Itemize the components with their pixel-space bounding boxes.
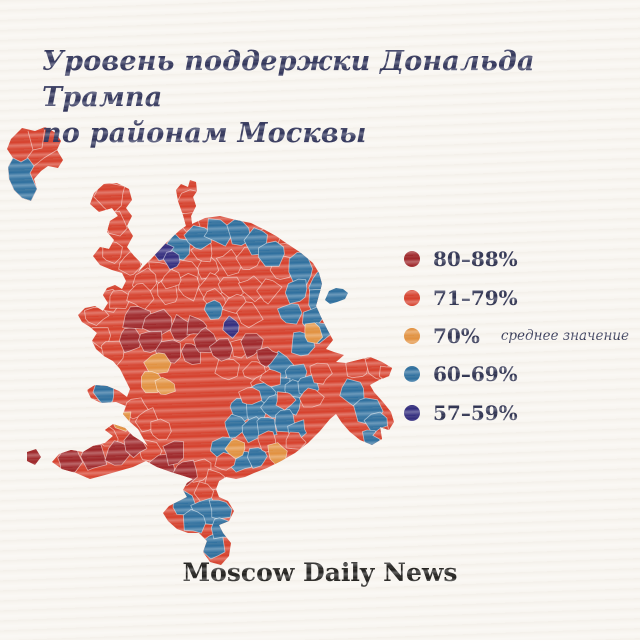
legend-item: 70% среднее значение [404, 317, 629, 355]
legend-color-dot [404, 251, 420, 268]
legend-color-dot [404, 289, 420, 306]
legend-color-dot [404, 404, 420, 421]
legend-average-note: среднее значение [500, 327, 630, 344]
title-line-1: Уровень поддержки Дональда Трампа [42, 46, 535, 113]
title-line-2: по районам Москвы [42, 117, 367, 149]
legend-label: 70% [433, 323, 480, 348]
legend-item: 80–88% [404, 240, 629, 278]
legend-label: 71–79% [433, 285, 518, 310]
legend-label: 60–69% [433, 362, 518, 387]
legend-color-dot [404, 327, 420, 344]
legend-item: 57–59% [404, 394, 629, 432]
legend-color-dot [404, 366, 420, 383]
legend-label: 80–88% [433, 247, 518, 272]
legend-item: 71–79% [404, 278, 629, 316]
legend-label: 57–59% [433, 400, 518, 425]
page-title: Уровень поддержки Дональда Трампа по рай… [42, 44, 640, 152]
legend: 80–88% 71–79% 70% среднее значение 60–69… [404, 240, 629, 432]
footer-brand: Moscow Daily News [182, 558, 458, 587]
legend-item: 60–69% [404, 355, 629, 393]
